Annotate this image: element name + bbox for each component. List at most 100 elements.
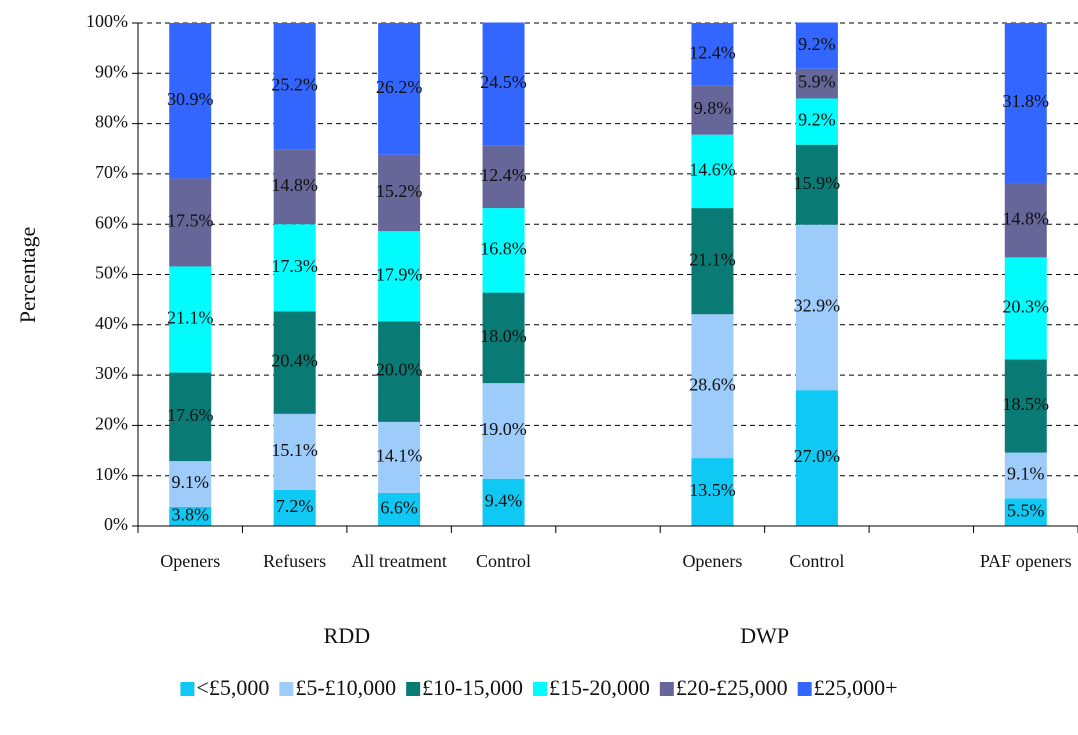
bar-segment (1004, 182, 1047, 258)
x-tick-label: All treatment (351, 551, 447, 571)
bar-segment (795, 390, 838, 526)
legend-label: <£5,000 (196, 675, 269, 700)
data-label: 18.5% (1003, 394, 1050, 414)
bar-segment (795, 22, 838, 69)
data-label: 14.1% (376, 445, 423, 465)
bar-segment (691, 85, 734, 135)
bar-segment (378, 421, 421, 493)
data-label: 16.8% (480, 238, 527, 258)
data-label: 19.0% (480, 419, 527, 439)
bar-segment (795, 224, 838, 391)
bar-segment (273, 413, 316, 490)
data-label: 9.2% (798, 110, 836, 130)
y-tick-label: 0% (104, 514, 128, 534)
y-tick-label: 100% (86, 11, 128, 31)
bar-segment (273, 23, 316, 150)
bar-segment (691, 314, 734, 459)
y-tick-label: 30% (95, 363, 128, 383)
bar-segment (169, 506, 212, 526)
bar-segment (378, 321, 421, 422)
y-tick-label: 80% (95, 112, 128, 132)
legend-label: £5-£10,000 (295, 675, 396, 700)
legend-swatch (180, 682, 195, 696)
bar-segment (482, 22, 525, 146)
data-label: 12.4% (689, 42, 736, 62)
data-label: 27.0% (794, 446, 841, 466)
data-label: 18.0% (480, 326, 527, 346)
x-tick-label-box: Openers (682, 551, 742, 571)
x-tick-label: Openers (160, 551, 221, 571)
group-label: RDD (324, 623, 370, 648)
x-tick-label: Control (476, 551, 532, 571)
bar-segment (378, 492, 421, 526)
y-tick-label: 50% (95, 263, 128, 283)
bar-segment (691, 23, 734, 86)
data-label: 14.8% (271, 175, 318, 195)
bar-segment (169, 23, 212, 179)
bar-segment (169, 372, 212, 462)
bar-segment (795, 68, 838, 99)
data-label: 3.8% (171, 505, 209, 525)
data-label: 17.6% (167, 405, 214, 425)
data-label: 5.5% (1007, 500, 1045, 520)
data-label: 20.4% (271, 351, 318, 371)
bar-segment (1004, 498, 1047, 526)
y-tick-label: 70% (95, 162, 128, 182)
y-tick-label: 40% (95, 313, 128, 333)
data-label: 31.8% (1003, 91, 1050, 111)
legend-swatch (279, 682, 294, 696)
data-label: 9.4% (485, 490, 523, 510)
bar-segment (378, 231, 421, 322)
bar-segment (378, 23, 421, 155)
bar-segment (482, 145, 525, 209)
legend-swatch (406, 682, 421, 696)
data-label: 9.2% (798, 34, 836, 54)
bar-segment (795, 144, 838, 225)
bar-segment (691, 458, 734, 526)
data-label: 20.0% (376, 360, 423, 380)
bar-segment (1004, 359, 1047, 453)
data-label: 9.1% (1007, 464, 1045, 484)
legend-swatch (797, 682, 812, 696)
data-label: 7.2% (276, 496, 314, 516)
y-axis-label: Percentage (15, 227, 40, 324)
data-label: 21.1% (167, 308, 214, 328)
data-label: 13.5% (689, 480, 736, 500)
bar-segment (482, 208, 525, 293)
bar-segment (795, 98, 838, 145)
data-label: 15.1% (271, 440, 318, 460)
data-label: 17.5% (167, 211, 214, 231)
x-tick-label: Control (789, 551, 845, 571)
bar-segment (1004, 257, 1047, 360)
legend-label: £15-20,000 (549, 675, 650, 700)
bar-segment (273, 149, 316, 225)
y-tick-label: 20% (95, 414, 128, 434)
data-label: 15.9% (794, 173, 841, 193)
data-label: 17.9% (376, 264, 423, 284)
data-label: 21.1% (689, 249, 736, 269)
x-tick-label-box: Control (789, 551, 845, 571)
data-label: 14.6% (689, 160, 736, 180)
bar-segment (1004, 23, 1047, 183)
data-label: 30.9% (167, 89, 214, 109)
data-label: 9.1% (171, 472, 209, 492)
y-tick-label: 10% (95, 464, 128, 484)
y-tick-label: 60% (95, 212, 128, 232)
x-tick-label-box: PAF openers (979, 551, 1072, 571)
data-label: 32.9% (794, 296, 841, 316)
data-label: 26.2% (376, 77, 423, 97)
data-label: 28.6% (689, 374, 736, 394)
bar-segment (482, 478, 525, 526)
x-tick-label: PAF openers (979, 551, 1072, 571)
bar-segment (482, 292, 525, 384)
legend-swatch (533, 682, 547, 696)
legend-swatch (659, 682, 674, 696)
data-label: 9.8% (694, 98, 732, 118)
data-label: 20.3% (1003, 297, 1050, 317)
data-label: 12.4% (480, 165, 527, 185)
bar-segment (482, 383, 525, 479)
bar-segment (169, 461, 212, 507)
data-label: 15.2% (376, 181, 423, 201)
x-tick-label-box: Control (476, 551, 532, 571)
bar-segment (273, 489, 316, 526)
